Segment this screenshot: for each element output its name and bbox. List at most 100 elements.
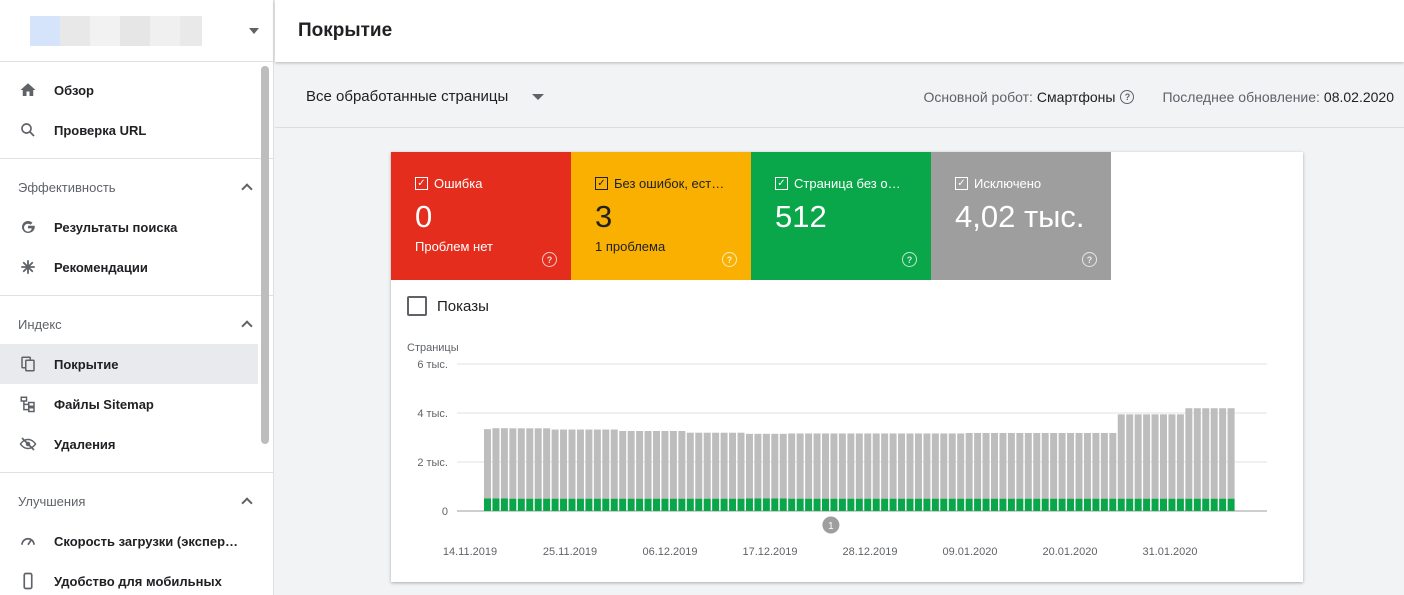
nav-group-header[interactable]: Эффективность	[0, 167, 273, 207]
bar-segment	[1092, 498, 1100, 511]
bar-segment	[661, 431, 669, 499]
bar-segment	[644, 498, 652, 511]
robot-label: Основной робот:	[923, 88, 1033, 105]
bar-segment	[948, 433, 956, 499]
top-bar: Покрытие	[275, 0, 1404, 62]
sidebar-item-label: Проверка URL	[54, 122, 147, 138]
speed-icon	[18, 531, 38, 551]
bar-segment	[678, 498, 686, 511]
bar-segment	[991, 498, 998, 511]
sidebar-item-enhancements-recs[interactable]: Рекомендации	[0, 247, 258, 287]
bar-segment	[889, 498, 897, 511]
nav-group-header[interactable]: Улучшения	[0, 481, 273, 521]
bar-segment	[754, 498, 762, 511]
bar-segment	[500, 498, 508, 511]
sidebar-item-speed[interactable]: Скорость загрузки (экспер…	[0, 521, 258, 561]
checkbox-unchecked-icon[interactable]	[407, 296, 427, 316]
bar-segment	[898, 433, 906, 499]
tile-valid[interactable]: ✓ Страница без о… 512 ?	[751, 152, 931, 280]
chevron-up-icon[interactable]	[241, 183, 253, 195]
bar-segment	[1227, 408, 1235, 499]
sidebar-item-removals[interactable]: Удаления	[0, 424, 258, 464]
tile-subtitle: 1 проблема	[595, 239, 666, 254]
checkbox-checked-icon[interactable]: ✓	[955, 177, 968, 190]
impressions-toggle[interactable]: Показы	[407, 296, 489, 316]
bar-segment	[509, 498, 517, 511]
bar-segment	[1050, 498, 1058, 511]
x-tick-label: 06.12.2019	[642, 546, 697, 558]
tile-header: ✓ Ошибка	[415, 176, 559, 191]
bar-segment	[948, 498, 956, 511]
bar-segment	[914, 498, 922, 511]
sidebar-item-overview[interactable]: Обзор	[0, 70, 258, 110]
bar-segment	[957, 498, 965, 511]
home-icon	[18, 80, 38, 100]
chevron-up-icon[interactable]	[241, 320, 253, 332]
bar-segment	[974, 498, 982, 511]
bar-segment	[864, 433, 872, 499]
sidebar-item-coverage[interactable]: Покрытие	[0, 344, 258, 384]
bar-segment	[745, 498, 753, 511]
sidebar-item-search-results[interactable]: Результаты поиска	[0, 207, 258, 247]
bar-segment	[1193, 408, 1201, 499]
bar-segment	[619, 498, 627, 511]
help-icon[interactable]: ?	[722, 252, 737, 267]
bar-segment	[838, 433, 846, 499]
bar-segment	[1134, 414, 1142, 499]
sidebar-item-label: Покрытие	[54, 356, 119, 372]
checkbox-checked-icon[interactable]: ✓	[415, 177, 428, 190]
property-selector[interactable]	[0, 0, 273, 62]
y-axis-label: Страницы	[407, 342, 459, 354]
chevron-up-icon[interactable]	[241, 497, 253, 509]
x-tick-label: 09.01.2020	[942, 546, 997, 558]
tile-header: ✓ Исключено	[955, 176, 1099, 191]
help-icon[interactable]: ?	[1120, 89, 1135, 104]
sidebar-item-mobile[interactable]: Удобство для мобильных	[0, 561, 258, 595]
bar-segment	[906, 433, 914, 499]
tile-label: Ошибка	[434, 176, 483, 191]
bar-segment	[517, 428, 525, 499]
sidebar-item-label: Скорость загрузки (экспер…	[54, 533, 239, 549]
bar-segment	[1109, 432, 1117, 499]
bar-segment	[898, 498, 906, 511]
help-icon[interactable]: ?	[542, 252, 557, 267]
page-title: Покрытие	[298, 20, 393, 41]
nav-group-header[interactable]: Индекс	[0, 304, 273, 344]
bar-segment	[1058, 498, 1066, 511]
eye-off-icon	[18, 434, 38, 454]
sidebar-item-sitemaps[interactable]: Файлы Sitemap	[0, 384, 258, 424]
tile-value: 3	[595, 199, 613, 234]
bar-segment	[627, 431, 635, 499]
checkbox-checked-icon[interactable]: ✓	[775, 177, 788, 190]
tile-excluded[interactable]: ✓ Исключено 4,02 тыс. ?	[931, 152, 1111, 280]
tile-error[interactable]: ✓ Ошибка 0 Проблем нет ?	[391, 152, 571, 280]
help-icon[interactable]: ?	[902, 252, 917, 267]
crawl-meta: Основной робот: Смартфоны ? Последнее об…	[923, 89, 1394, 105]
bar-segment	[669, 431, 677, 499]
sidebar-item-label: Удаления	[54, 436, 116, 452]
sidebar-item-label: Файлы Sitemap	[54, 396, 154, 412]
bar-segment	[796, 433, 804, 499]
bar-segment	[991, 432, 998, 499]
dropdown-arrow-icon[interactable]	[532, 93, 545, 100]
bar-segment	[1100, 498, 1108, 511]
bar-segment	[999, 432, 1007, 499]
bar-segment	[923, 498, 931, 511]
bar-segment	[712, 432, 720, 499]
bar-segment	[610, 429, 618, 499]
bar-segment	[1160, 498, 1167, 511]
bar-segment	[729, 432, 737, 499]
dropdown-arrow-icon[interactable]	[249, 27, 259, 34]
checkbox-checked-icon[interactable]: ✓	[595, 177, 608, 190]
sidebar-item-url-inspection[interactable]: Проверка URL	[0, 110, 258, 150]
sidebar-scrollbar[interactable]	[261, 66, 269, 444]
bar-segment	[982, 498, 990, 511]
tile-valid-with-warnings[interactable]: ✓ Без ошибок, ест… 3 1 проблема ?	[571, 152, 751, 280]
bar-segment	[745, 433, 753, 499]
help-icon[interactable]: ?	[1082, 252, 1097, 267]
bar-segment	[703, 498, 711, 511]
bar-segment	[855, 433, 863, 499]
bar-segment	[847, 498, 855, 511]
copy-icon	[18, 354, 38, 374]
page-type-select[interactable]: Все обработанные страницы	[306, 88, 545, 105]
